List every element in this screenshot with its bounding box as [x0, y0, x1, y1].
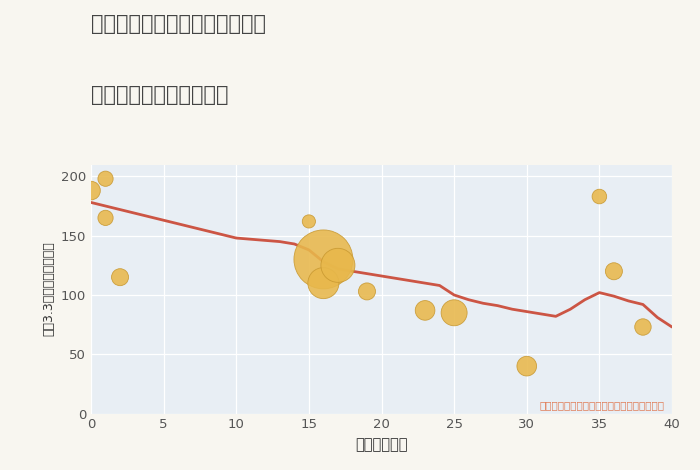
- Point: [303, 218, 314, 225]
- Text: 円の大きさは、取引のあった物件面積を示す: 円の大きさは、取引のあった物件面積を示す: [540, 400, 665, 410]
- Point: [361, 288, 372, 295]
- Point: [114, 274, 126, 281]
- Point: [100, 214, 111, 222]
- Point: [318, 279, 329, 287]
- Y-axis label: 坪（3.3㎡）単価（万円）: 坪（3.3㎡）単価（万円）: [42, 242, 55, 337]
- Point: [608, 267, 620, 275]
- Point: [318, 256, 329, 263]
- Point: [100, 175, 111, 182]
- Point: [521, 362, 532, 370]
- Point: [594, 193, 605, 200]
- Point: [419, 306, 430, 314]
- Point: [85, 187, 97, 195]
- X-axis label: 築年数（年）: 築年数（年）: [355, 437, 407, 452]
- Text: 築年数別中古戸建て価格: 築年数別中古戸建て価格: [91, 85, 228, 105]
- Point: [449, 309, 460, 316]
- Point: [332, 262, 344, 269]
- Point: [638, 323, 649, 331]
- Text: 愛知県名古屋市中村区靖国町の: 愛知県名古屋市中村区靖国町の: [91, 14, 266, 34]
